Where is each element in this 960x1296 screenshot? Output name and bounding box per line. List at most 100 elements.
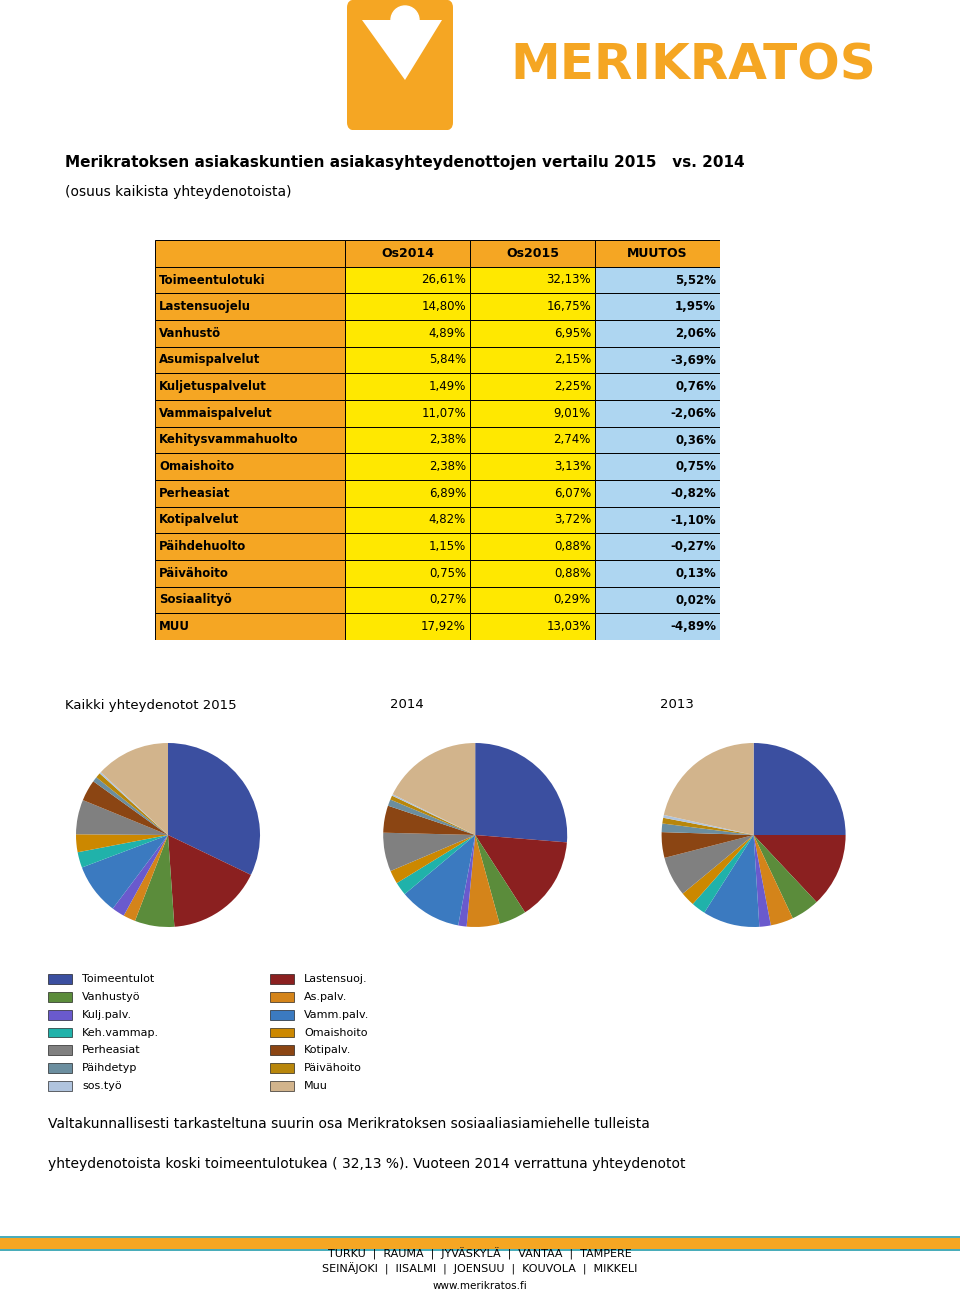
Text: As.palv.: As.palv. xyxy=(304,991,348,1002)
Wedge shape xyxy=(393,743,475,835)
Bar xyxy=(595,587,720,613)
Bar xyxy=(595,293,720,320)
Text: -3,69%: -3,69% xyxy=(670,354,716,367)
Text: Kuljetuspalvelut: Kuljetuspalvelut xyxy=(159,380,267,393)
Text: 0,13%: 0,13% xyxy=(675,566,716,579)
Bar xyxy=(470,293,595,320)
Bar xyxy=(595,534,720,560)
Text: 1,95%: 1,95% xyxy=(675,301,716,314)
Text: 17,92%: 17,92% xyxy=(421,621,466,634)
Bar xyxy=(470,587,595,613)
Wedge shape xyxy=(391,835,475,883)
Wedge shape xyxy=(705,835,759,927)
Bar xyxy=(470,346,595,373)
Text: 6,07%: 6,07% xyxy=(554,487,591,500)
Text: Perheasiat: Perheasiat xyxy=(159,487,230,500)
Bar xyxy=(48,1046,72,1055)
Text: -0,27%: -0,27% xyxy=(670,540,716,553)
FancyBboxPatch shape xyxy=(347,0,453,131)
Text: 9,01%: 9,01% xyxy=(554,407,591,420)
Text: 6,95%: 6,95% xyxy=(554,327,591,340)
Bar xyxy=(155,320,345,346)
Bar xyxy=(470,613,595,640)
Text: yhteydenotoista koski toimeentulotukea ( 32,13 %). Vuoteen 2014 verrattuna yhtey: yhteydenotoista koski toimeentulotukea (… xyxy=(48,1157,685,1172)
Wedge shape xyxy=(475,743,567,842)
Wedge shape xyxy=(93,778,168,835)
Text: MERIKRATOS: MERIKRATOS xyxy=(510,41,876,89)
Wedge shape xyxy=(663,743,754,835)
Bar xyxy=(595,480,720,507)
Wedge shape xyxy=(663,815,754,835)
Bar xyxy=(595,613,720,640)
Bar xyxy=(48,1028,72,1037)
Bar xyxy=(470,534,595,560)
Text: Kehitysvammahuolto: Kehitysvammahuolto xyxy=(159,433,299,447)
Bar xyxy=(595,346,720,373)
Bar xyxy=(345,240,470,267)
Bar xyxy=(595,426,720,454)
Text: Perheasiat: Perheasiat xyxy=(83,1046,141,1055)
Bar xyxy=(345,480,470,507)
Bar xyxy=(345,613,470,640)
Bar xyxy=(595,267,720,293)
Bar xyxy=(155,613,345,640)
Bar xyxy=(595,507,720,534)
Text: 4,82%: 4,82% xyxy=(429,513,466,526)
Wedge shape xyxy=(101,743,168,835)
Text: Keh.vammap.: Keh.vammap. xyxy=(83,1028,159,1038)
Text: Lastensuoj.: Lastensuoj. xyxy=(304,973,368,984)
Text: 2,06%: 2,06% xyxy=(675,327,716,340)
Bar xyxy=(345,293,470,320)
Bar xyxy=(155,267,345,293)
Bar xyxy=(155,560,345,587)
Bar xyxy=(48,1063,72,1073)
Text: 2013: 2013 xyxy=(660,699,694,712)
Bar xyxy=(155,346,345,373)
Wedge shape xyxy=(754,835,793,925)
Text: Asumispalvelut: Asumispalvelut xyxy=(159,354,260,367)
Bar xyxy=(470,267,595,293)
Bar xyxy=(595,400,720,426)
Text: Päivähoito: Päivähoito xyxy=(159,566,228,579)
Bar xyxy=(345,346,470,373)
Text: MUUTOS: MUUTOS xyxy=(627,246,687,259)
Wedge shape xyxy=(693,835,754,912)
Text: 3,13%: 3,13% xyxy=(554,460,591,473)
Bar xyxy=(595,560,720,587)
Text: Toimeentulotuki: Toimeentulotuki xyxy=(159,273,266,286)
Bar xyxy=(345,373,470,400)
Bar xyxy=(155,373,345,400)
Text: 4,89%: 4,89% xyxy=(429,327,466,340)
Wedge shape xyxy=(754,743,846,835)
Text: Omaishoito: Omaishoito xyxy=(304,1028,368,1038)
Text: SEINÄJOKI  |  IISALMI  |  JOENSUU  |  KOUVOLA  |  MIKKELI: SEINÄJOKI | IISALMI | JOENSUU | KOUVOLA … xyxy=(323,1264,637,1275)
Text: Päivähoito: Päivähoito xyxy=(304,1063,362,1073)
Text: Os2015: Os2015 xyxy=(506,246,559,259)
Wedge shape xyxy=(458,835,475,927)
Bar xyxy=(470,240,595,267)
Bar xyxy=(155,293,345,320)
Text: Toimeentulot: Toimeentulot xyxy=(83,973,155,984)
Text: Vammaispalvelut: Vammaispalvelut xyxy=(159,407,273,420)
Bar xyxy=(155,454,345,480)
Text: 32,13%: 32,13% xyxy=(546,273,591,286)
Wedge shape xyxy=(754,835,771,927)
Text: Kotipalv.: Kotipalv. xyxy=(304,1046,351,1055)
Bar xyxy=(595,373,720,400)
Wedge shape xyxy=(76,800,168,835)
Text: MUU: MUU xyxy=(159,621,190,634)
Wedge shape xyxy=(405,835,475,925)
Wedge shape xyxy=(168,835,251,927)
Text: 0,02%: 0,02% xyxy=(675,594,716,607)
Text: Vanhustyö: Vanhustyö xyxy=(83,991,141,1002)
Text: 13,03%: 13,03% xyxy=(546,621,591,634)
Wedge shape xyxy=(392,794,475,835)
Text: 3,72%: 3,72% xyxy=(554,513,591,526)
Wedge shape xyxy=(754,835,817,919)
Wedge shape xyxy=(661,832,754,858)
Bar xyxy=(345,426,470,454)
Bar xyxy=(345,267,470,293)
Bar xyxy=(155,534,345,560)
Text: 0,75%: 0,75% xyxy=(675,460,716,473)
Wedge shape xyxy=(78,835,168,867)
